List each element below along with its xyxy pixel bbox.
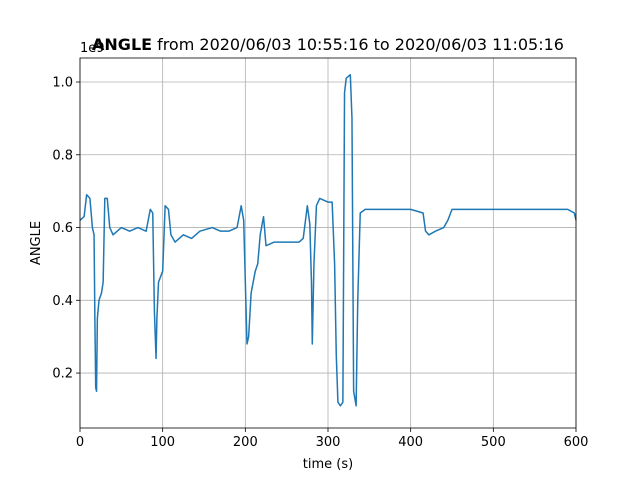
y-tick-label: 0.4 xyxy=(52,294,73,309)
y-tick-label: 1.0 xyxy=(52,76,73,91)
y-axis-label: ANGLE xyxy=(29,221,44,265)
x-tick-label: 0 xyxy=(76,435,84,450)
x-tick-label: 500 xyxy=(481,435,506,450)
x-tick-label: 400 xyxy=(398,435,423,450)
x-tick-label: 600 xyxy=(564,435,589,450)
title-rest: from 2020/06/03 10:55:16 to 2020/06/03 1… xyxy=(157,35,564,54)
x-tick-label: 200 xyxy=(233,435,258,450)
y-offset-label: 1e9 xyxy=(80,41,105,56)
data-line xyxy=(79,73,577,407)
x-tick-label: 300 xyxy=(316,435,341,450)
y-tick-label: 0.2 xyxy=(52,367,73,382)
y-tick-label: 0.6 xyxy=(52,221,73,236)
y-tick-label: 0.8 xyxy=(52,148,73,163)
title-bold: ANGLE xyxy=(92,35,152,54)
x-axis-label: time (s) xyxy=(303,457,353,472)
chart-title: ANGLE from 2020/06/03 10:55:16 to 2020/06… xyxy=(92,35,564,54)
x-tick-label: 100 xyxy=(150,435,175,450)
axes-frame xyxy=(79,57,577,429)
